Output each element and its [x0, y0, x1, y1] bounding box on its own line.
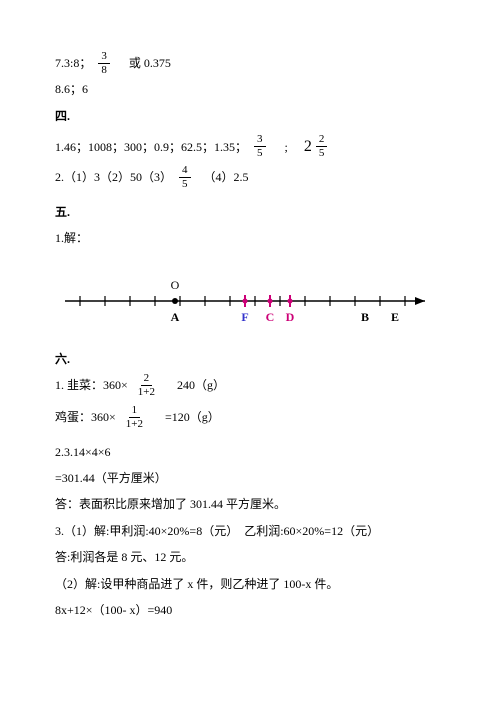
numerator: 4 — [179, 165, 191, 178]
denominator: 1+2 — [135, 386, 158, 398]
section-5-title: 五. — [55, 199, 445, 225]
sec6-line1: 1. 韭菜：360× 2 1+2 240（g） — [55, 372, 445, 398]
denominator: 8 — [98, 64, 110, 76]
numerator: 1 — [129, 405, 141, 418]
sec6-line8: （2）解:设甲种商品进了 x 件，则乙种进了 100-x 件。 — [55, 571, 445, 597]
section-6-title: 六. — [55, 346, 445, 372]
number-line-svg: O A F CD B E — [55, 266, 445, 336]
fraction: 2 5 — [316, 134, 328, 159]
svg-text:C: C — [266, 310, 275, 324]
section-4-title: 四. — [55, 103, 445, 129]
denominator: 5 — [254, 147, 266, 159]
fraction-3-5: 3 5 — [254, 134, 266, 159]
text: 240（g） — [165, 372, 225, 398]
text: 鸡蛋：360× — [55, 404, 116, 430]
numerator: 2 — [141, 373, 153, 386]
text: 或 0.375 — [117, 50, 171, 76]
sec6-line3: 2.3.14×4×6 — [55, 439, 445, 465]
numerator: 2 — [316, 134, 328, 147]
numerator: 3 — [98, 51, 110, 64]
svg-text:D: D — [286, 310, 295, 324]
line-8: 8.6；6 — [55, 76, 445, 102]
mixed-2-2-5: 2 2 5 — [304, 129, 331, 164]
svg-text:E: E — [391, 310, 399, 324]
sec4-line1: 1.46；1008；300；0.9；62.5；1.35； 3 5 ; 2 2 5 — [55, 129, 445, 164]
numerator: 3 — [254, 134, 266, 147]
text: 1. 韭菜：360× — [55, 372, 128, 398]
fraction-2-1p2: 2 1+2 — [135, 373, 158, 398]
svg-text:F: F — [241, 310, 248, 324]
text: 2.（1）3（2）50（3） — [55, 164, 172, 190]
sec4-line2: 2.（1）3（2）50（3） 4 5 （4）2.5 — [55, 164, 445, 190]
whole: 2 — [304, 129, 312, 164]
sec6-line6: 3.（1）解:甲利润:40×20%=8（元） 乙利润:60×20%=12（元） — [55, 518, 445, 544]
denominator: 5 — [179, 178, 191, 190]
svg-text:A: A — [171, 310, 180, 324]
text: 1.46；1008；300；0.9；62.5；1.35； — [55, 134, 247, 160]
sec6-line7: 答:利润各是 8 元、12 元。 — [55, 544, 445, 570]
fraction-4-5: 4 5 — [179, 165, 191, 190]
denominator: 5 — [316, 147, 328, 159]
number-line-diagram: O A F CD B E — [55, 266, 445, 336]
svg-text:B: B — [361, 310, 369, 324]
fraction-1-1p2: 1 1+2 — [123, 405, 146, 430]
text: =120（g） — [153, 404, 220, 430]
fraction-3-8: 3 8 — [98, 51, 110, 76]
denominator: 1+2 — [123, 418, 146, 430]
svg-text:O: O — [171, 278, 180, 292]
sec5-line1: 1.解： — [55, 225, 445, 251]
sec6-line5: 答：表面积比原来增加了 301.44 平方厘米。 — [55, 491, 445, 517]
sec6-line9: 8x+12×（100- x）=940 — [55, 597, 445, 623]
line-7: 7.3:8； 3 8 或 0.375 — [55, 50, 445, 76]
text: （4）2.5 — [198, 164, 249, 190]
sec6-line2: 鸡蛋：360× 1 1+2 =120（g） — [55, 404, 445, 430]
sec6-line4: =301.44（平方厘米） — [55, 465, 445, 491]
text: 7.3:8； — [55, 50, 91, 76]
text: ; — [273, 134, 300, 160]
